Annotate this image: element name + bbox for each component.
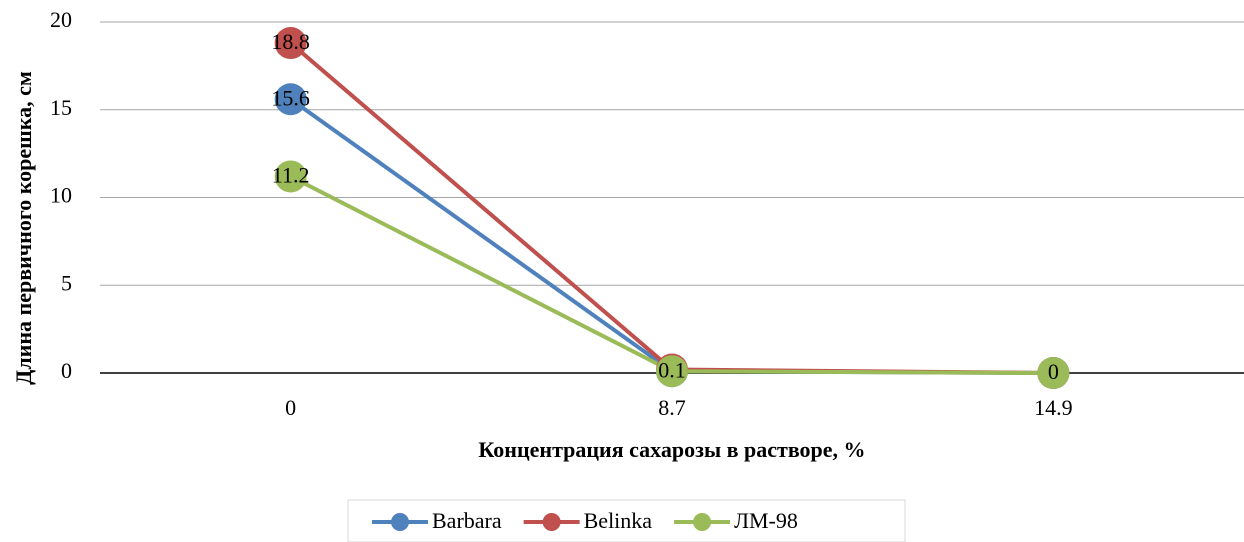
x-tick-label: 8.7 <box>658 395 686 420</box>
marker <box>274 83 307 116</box>
legend-box <box>347 499 906 542</box>
data-label: 0 <box>1048 359 1059 384</box>
x-tick-label: 14.9 <box>1034 395 1073 420</box>
x-tick-label: 0 <box>285 395 296 420</box>
x-axis-title: Концентрация сахарозы в растворе, % <box>478 437 865 462</box>
data-label: 18.8 <box>271 29 310 54</box>
legend-label: Belinka <box>584 508 653 533</box>
marker <box>274 27 307 60</box>
legend-label: Barbara <box>432 508 502 533</box>
y-tick-label: 20 <box>50 7 72 32</box>
data-label: 11.2 <box>272 162 310 187</box>
legend-marker <box>693 513 712 531</box>
y-tick-label: 15 <box>50 95 72 120</box>
marker <box>1037 357 1070 389</box>
data-label: 15.6 <box>271 85 310 110</box>
marker <box>656 355 688 388</box>
series-line <box>289 41 1054 375</box>
series-line <box>289 174 1054 375</box>
data-label: 0.1 <box>658 357 686 382</box>
legend-label: ЛМ-98 <box>734 508 798 533</box>
marker <box>274 160 307 193</box>
y-axis-title: Длина первичного корешка, см <box>11 71 36 385</box>
y-tick-label: 10 <box>50 183 72 208</box>
legend-marker <box>542 513 561 531</box>
legend-marker <box>391 513 409 531</box>
y-tick-label: 0 <box>61 358 72 383</box>
y-tick-label: 5 <box>61 270 72 295</box>
